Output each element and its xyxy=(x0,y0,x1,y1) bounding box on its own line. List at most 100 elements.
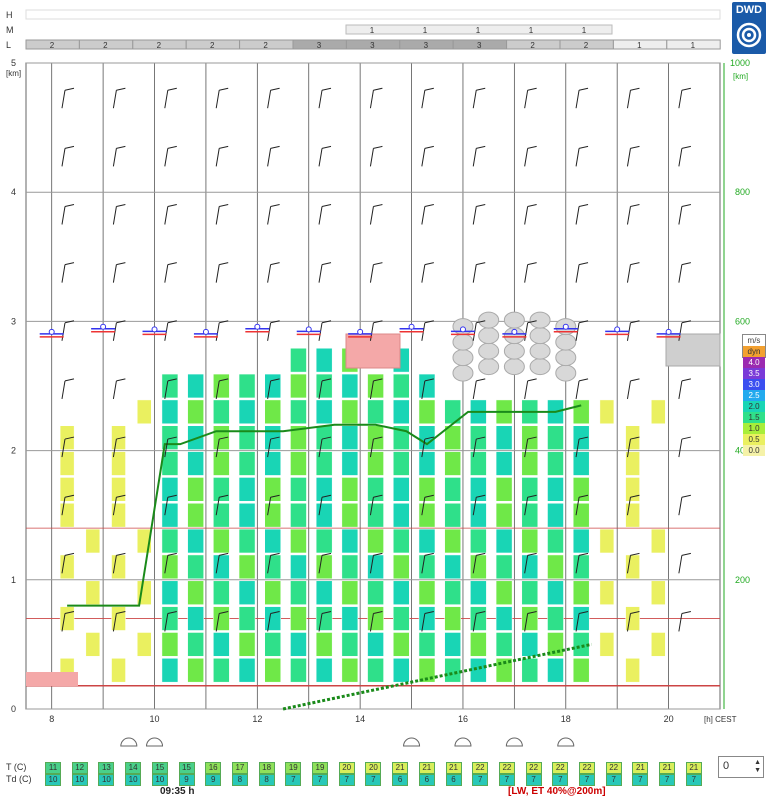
inversion-point xyxy=(357,328,364,335)
column-cell xyxy=(187,373,204,399)
td-value: 7 xyxy=(632,774,649,786)
wind-barb xyxy=(369,206,374,225)
wind-barb-flag xyxy=(116,436,126,440)
column-cell xyxy=(521,477,539,502)
td-value: 7 xyxy=(552,774,569,786)
wind-barb-flag xyxy=(321,204,332,207)
column-cell xyxy=(85,632,101,657)
wind-barb-flag xyxy=(578,378,589,382)
wind-barb xyxy=(678,438,683,458)
rain-marker xyxy=(345,333,401,369)
wind-barb xyxy=(472,497,477,516)
t-value: 21 xyxy=(445,762,462,774)
column-cell xyxy=(418,658,436,683)
t-value: 22 xyxy=(605,762,622,774)
wind-barb xyxy=(164,380,169,400)
wind-barb xyxy=(164,90,169,109)
cloud-icon xyxy=(452,333,474,351)
t-value: 22 xyxy=(552,762,569,774)
column-cell xyxy=(111,425,126,450)
wind-barb-flag xyxy=(578,145,589,149)
wind-barb-flag xyxy=(373,378,383,382)
wind-barb-flag xyxy=(321,610,332,614)
column-cell xyxy=(547,503,564,528)
column-cell xyxy=(238,477,256,502)
wind-barb xyxy=(61,555,66,574)
mid-cloud-value: 1 xyxy=(582,26,587,35)
td-value: 7 xyxy=(285,774,302,786)
wind-barb xyxy=(369,90,374,109)
column-cell xyxy=(470,451,487,476)
wind-barb xyxy=(626,148,631,167)
wind-barb xyxy=(678,148,683,167)
column-cell xyxy=(495,425,513,450)
inversion-point xyxy=(100,323,107,330)
td-value: 7 xyxy=(605,774,622,786)
column-cell xyxy=(599,399,615,425)
column-cell xyxy=(572,658,590,683)
wind-barb xyxy=(267,264,272,283)
column-cell xyxy=(187,399,204,425)
wind-barb-flag xyxy=(681,552,691,556)
wind-barb xyxy=(472,613,477,632)
wind-barb-flag xyxy=(64,262,75,266)
wind-barb-flag xyxy=(270,87,280,91)
column-cell xyxy=(290,632,307,657)
column-cell xyxy=(315,658,333,683)
td-value: 7 xyxy=(472,774,489,786)
wind-barb xyxy=(215,322,220,341)
y2-axis-label: [km] xyxy=(733,72,748,81)
y2-tick-label: 1000 xyxy=(730,58,750,68)
wind-barb-flag xyxy=(630,204,640,207)
wind-barb-flag xyxy=(64,320,75,324)
column-cell xyxy=(521,425,539,450)
wind-barb-flag xyxy=(321,378,332,382)
wind-barb-flag xyxy=(219,552,229,556)
run-time: 09:35 h xyxy=(160,786,195,797)
column-cell xyxy=(59,554,75,580)
spinner-up-icon[interactable]: ▲ xyxy=(754,759,761,766)
wind-barb xyxy=(678,322,683,341)
wind-barb xyxy=(267,555,272,574)
fog-icon xyxy=(454,737,472,747)
column-cell xyxy=(161,477,179,502)
wind-barb-flag xyxy=(373,262,383,266)
wind-barb-flag xyxy=(424,610,434,614)
column-cell xyxy=(213,373,230,399)
column-cell xyxy=(393,606,410,631)
wind-barb-flag xyxy=(373,494,383,498)
wind-barb-flag xyxy=(321,145,332,149)
wind-barb-flag xyxy=(681,87,691,91)
column-cell xyxy=(521,554,539,580)
column-cell xyxy=(187,658,204,683)
wind-barb-flag xyxy=(321,87,332,91)
spinner-down-icon[interactable]: ▼ xyxy=(754,767,761,774)
wind-barb xyxy=(524,438,529,458)
wind-barb-flag xyxy=(167,610,177,614)
cloud-icon xyxy=(452,364,474,382)
wind-barb-flag xyxy=(167,436,177,440)
wind-barb xyxy=(524,322,529,341)
altitude-spinner[interactable]: 0 ▲ ▼ xyxy=(718,756,764,778)
column-cell xyxy=(495,606,513,631)
inversion-point xyxy=(151,326,158,333)
wind-barb-flag xyxy=(167,87,177,91)
wind-barb xyxy=(575,90,580,109)
wind-barb-flag xyxy=(219,87,229,91)
column-cell xyxy=(495,580,513,605)
y-tick-label: 2 xyxy=(11,446,16,456)
column-cell xyxy=(651,399,666,425)
column-cell xyxy=(341,399,359,425)
t-value: 15 xyxy=(178,762,195,774)
x-tick-label: 20 xyxy=(664,714,674,724)
column-cell xyxy=(290,503,307,528)
inversion-point xyxy=(305,326,312,333)
t-value: 16 xyxy=(205,762,222,774)
wind-barb xyxy=(575,380,580,400)
wind-barb-flag xyxy=(373,320,383,324)
low-cloud-value: 3 xyxy=(477,41,482,50)
low-cloud-value: 2 xyxy=(210,41,215,50)
wind-barb xyxy=(369,555,374,574)
wind-barb-flag xyxy=(64,204,75,207)
td-value: 7 xyxy=(579,774,595,786)
